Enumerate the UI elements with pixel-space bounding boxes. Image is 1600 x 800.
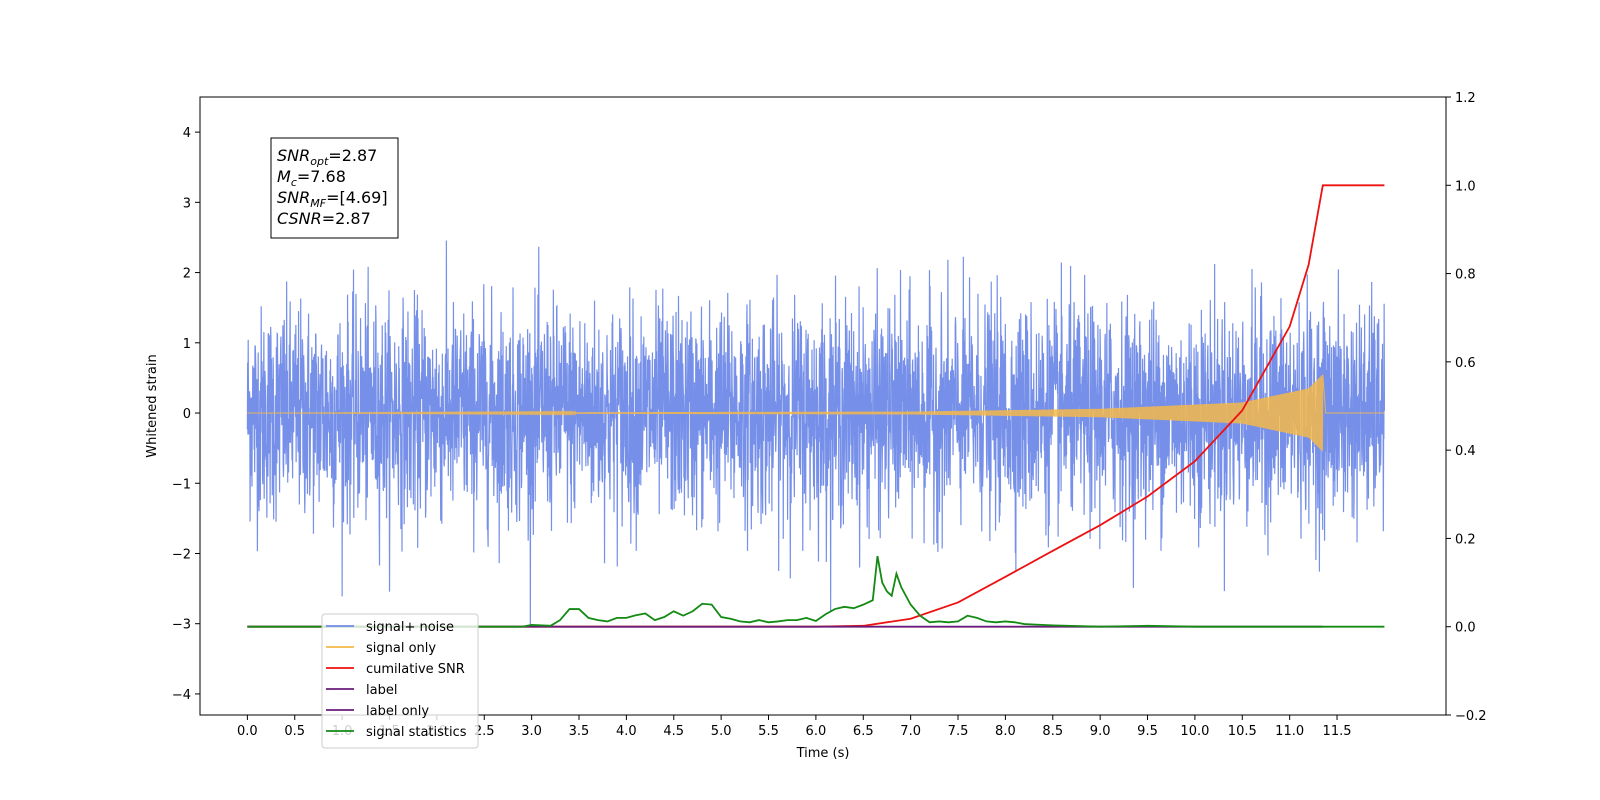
x-tick-label: 11.5: [1323, 724, 1352, 739]
legend-item: signal+ noise: [326, 620, 454, 635]
y-tick-label: −2: [172, 547, 191, 562]
y2-tick-label: 0.8: [1455, 268, 1476, 283]
x-tick-label: 10.0: [1180, 724, 1209, 739]
legend-item: signal only: [326, 641, 436, 656]
x-tick-label: 3.5: [569, 724, 590, 739]
signal-only-series: [247, 374, 1385, 452]
legend-label: signal+ noise: [366, 620, 454, 635]
x-tick-label: 11.0: [1275, 724, 1304, 739]
legend-item: signal statistics: [326, 725, 467, 740]
x-tick-label: 2.5: [474, 724, 495, 739]
signal-noise-series: [246, 240, 1386, 625]
y-tick-label: −3: [172, 618, 191, 633]
x-tick-label: 6.0: [806, 724, 827, 739]
y-axis-ticks: 4 3 2 1 0 −1 −2 −3 −4: [172, 126, 200, 703]
x-tick-label: 5.5: [758, 724, 779, 739]
x-tick-label: 8.5: [1042, 724, 1063, 739]
x-tick-label: 7.5: [948, 724, 969, 739]
y-tick-label: 1: [183, 337, 191, 352]
y-tick-label: 2: [183, 267, 191, 282]
y2-tick-label: −0.2: [1455, 709, 1487, 724]
legend-label: label: [366, 683, 397, 698]
y-tick-label: −4: [172, 688, 191, 703]
legend-label: label only: [366, 704, 429, 719]
x-tick-label: 9.5: [1137, 724, 1158, 739]
annotation-snr-opt: SNRopt=2.87: [277, 146, 377, 168]
cumilative-snr-line: [247, 184, 1385, 628]
x-tick-label: 3.0: [521, 724, 542, 739]
annotation-chirp-mass: Mc=7.68: [277, 167, 346, 189]
y2-tick-label: 0.0: [1455, 621, 1476, 636]
legend-label: signal statistics: [366, 725, 467, 740]
signal-noise-line: [246, 240, 1386, 625]
y2-tick-label: 0.2: [1455, 532, 1476, 547]
y2-axis-ticks: 1.2 1.0 0.8 0.6 0.4 0.2 0.0 −0.2: [1446, 91, 1487, 724]
snr-annotation-box: SNRopt=2.87 Mc=7.68 SNRMF=[4.69] CSNR=2.…: [270, 137, 399, 239]
legend-label: cumilative SNR: [366, 662, 465, 677]
plot-area-frame: [199, 96, 1447, 716]
y-tick-label: −1: [172, 477, 191, 492]
x-tick-label: 7.0: [900, 724, 921, 739]
legend-item: label only: [326, 704, 429, 719]
y-tick-label: 3: [183, 196, 191, 211]
legend: signal+ noise signal only cumilative SNR la…: [321, 613, 479, 749]
annotation-snr-mf: SNRMF=[4.69]: [277, 188, 388, 210]
x-tick-label: 8.0: [995, 724, 1016, 739]
legend-label: signal only: [366, 641, 436, 656]
y2-tick-label: 1.2: [1455, 91, 1476, 106]
y-tick-label: 4: [183, 126, 191, 141]
x-tick-label: 10.5: [1228, 724, 1257, 739]
x-tick-label: 5.0: [711, 724, 732, 739]
x-tick-label: 4.0: [616, 724, 637, 739]
legend-item: cumilative SNR: [326, 662, 465, 677]
legend-item: label: [326, 683, 397, 698]
y2-tick-label: 1.0: [1455, 179, 1476, 194]
y2-tick-label: 0.4: [1455, 444, 1476, 459]
x-tick-label: 4.5: [663, 724, 684, 739]
y2-tick-label: 0.6: [1455, 356, 1476, 371]
x-tick-label: 0.0: [237, 724, 258, 739]
y-tick-label: 0: [183, 407, 191, 422]
x-tick-label: 0.5: [284, 724, 305, 739]
x-axis-label: Time (s): [796, 746, 850, 761]
x-tick-label: 9.0: [1090, 724, 1111, 739]
x-tick-label: 6.5: [853, 724, 874, 739]
signal-statistics-line: [247, 555, 1385, 628]
signal-only-line: [247, 374, 1385, 452]
annotation-csnr: CSNR=2.87: [277, 209, 371, 228]
y-axis-label: Whitened strain: [145, 354, 160, 457]
